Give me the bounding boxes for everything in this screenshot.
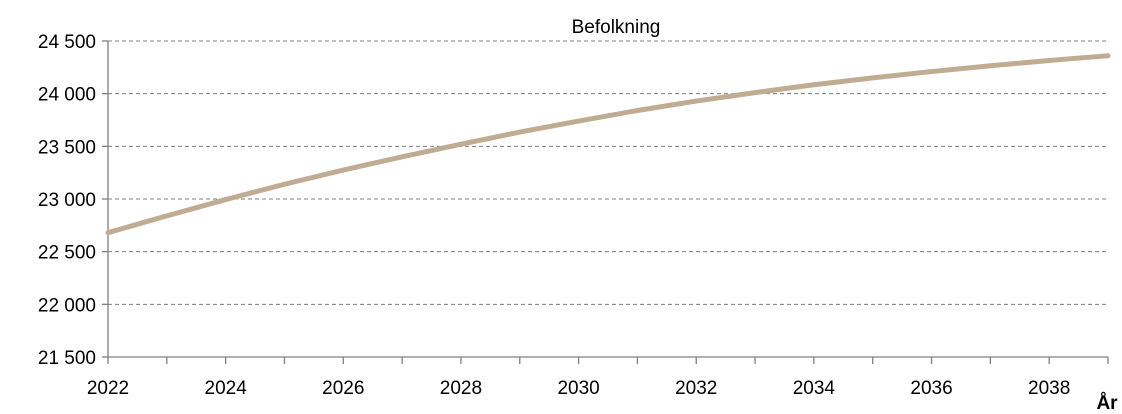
x-tick-label: 2032 xyxy=(675,378,717,399)
y-tick-label: 21 500 xyxy=(38,348,96,369)
y-tick-label: 24 500 xyxy=(38,32,96,53)
data-point xyxy=(460,144,461,145)
x-tick-label: 2030 xyxy=(557,378,599,399)
y-tick-label: 24 000 xyxy=(38,85,96,106)
data-point xyxy=(813,84,814,85)
data-point xyxy=(990,65,991,66)
data-point xyxy=(166,215,167,216)
data-point xyxy=(519,132,520,133)
x-tick-label: 2038 xyxy=(1028,378,1070,399)
gridlines xyxy=(108,40,1108,305)
y-tick-label: 23 500 xyxy=(38,137,96,158)
population-series-line xyxy=(105,53,1111,236)
data-point xyxy=(1049,60,1050,61)
series-layer xyxy=(105,53,1111,236)
data-point xyxy=(225,199,226,200)
x-tick-label: 2024 xyxy=(205,378,248,399)
axes xyxy=(102,40,1109,364)
y-tick-labels: 21 500 22 000 22 500 23 000 23 500 24 000 24 5… xyxy=(38,32,96,369)
y-tick-label: 22 500 xyxy=(38,243,96,264)
data-point xyxy=(872,77,873,78)
x-tick-label: 2036 xyxy=(910,378,952,399)
data-point xyxy=(343,170,344,171)
x-tick-label: 2026 xyxy=(322,378,364,399)
y-tick-label: 22 000 xyxy=(38,295,96,316)
data-point xyxy=(402,156,403,157)
data-point xyxy=(696,101,697,102)
y-tick-label: 23 000 xyxy=(38,190,96,211)
x-tick-label: 2028 xyxy=(440,378,482,399)
data-point xyxy=(108,232,109,233)
x-tick-labels: 2022 2024 2026 2028 2030 2032 2034 2036 2038 xyxy=(87,378,1070,399)
data-point xyxy=(931,71,932,72)
x-axis-title: År xyxy=(1096,393,1118,414)
x-tick-label: 2022 xyxy=(87,378,129,399)
x-tick-label: 2034 xyxy=(793,378,836,399)
data-point xyxy=(578,121,579,122)
data-point xyxy=(755,92,756,93)
data-point xyxy=(1108,55,1109,56)
data-point xyxy=(284,184,285,185)
chart-title: Befolkning xyxy=(572,17,661,38)
data-point xyxy=(637,110,638,111)
